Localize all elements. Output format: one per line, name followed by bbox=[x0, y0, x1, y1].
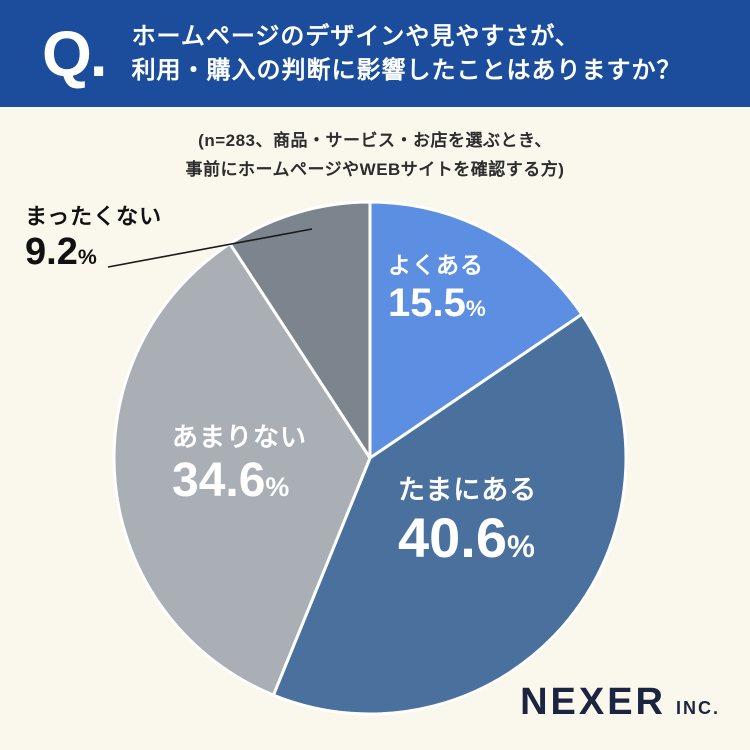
slice-value-number: 40.6 bbox=[398, 506, 507, 570]
percent-sign: % bbox=[77, 244, 97, 269]
slice-value-number: 9.2 bbox=[25, 230, 78, 273]
callout-leader-line bbox=[107, 228, 313, 268]
slice-name: たまにある bbox=[398, 475, 538, 505]
slice-name: まったくない bbox=[25, 204, 163, 229]
question-header: Q. ホームページのデザインや見やすさが、 利用・購入の判断に影響したことはあり… bbox=[0, 0, 750, 107]
slice-label-amarinai: あまりない 34.6% bbox=[172, 422, 307, 508]
percent-sign: % bbox=[465, 295, 486, 321]
slice-name: よくある bbox=[388, 252, 484, 278]
question-line-1: ホームページのデザインや見やすさが、 bbox=[131, 22, 580, 50]
brand-suffix: INC. bbox=[676, 698, 720, 718]
slice-value: 9.2% bbox=[25, 230, 162, 274]
slice-value: 15.5% bbox=[388, 280, 486, 326]
pie-slice-3 bbox=[228, 200, 372, 460]
slice-value: 40.6% bbox=[398, 506, 537, 570]
percent-sign: % bbox=[507, 529, 535, 565]
slice-name: あまりない bbox=[172, 422, 308, 452]
pie-slice-0 bbox=[368, 200, 584, 460]
q-mark: Q. bbox=[42, 17, 108, 90]
brand-logo: NEXER INC. bbox=[520, 681, 720, 724]
slice-value-number: 34.6 bbox=[172, 454, 266, 508]
pie-slice-1 bbox=[271, 312, 628, 716]
slice-label-tamaniaru: たまにある 40.6% bbox=[398, 474, 537, 571]
survey-note-line-1: (n=283、商品・サービス・お店を選ぶとき、 bbox=[198, 131, 552, 150]
brand-name: NEXER bbox=[520, 681, 666, 723]
question-line-2: 利用・購入の判断に影響したことはありますか？ bbox=[131, 56, 682, 84]
pie-slice-2 bbox=[112, 242, 372, 697]
slice-callout-mattakunai: まったくない 9.2% bbox=[25, 203, 162, 273]
slice-value-number: 15.5 bbox=[388, 280, 466, 325]
question-text: ホームページのデザインや見やすさが、 利用・購入の判断に影響したことはありますか… bbox=[132, 20, 682, 88]
slice-label-yokuaru: よくある 15.5% bbox=[388, 252, 486, 326]
survey-note-line-2: 事前にホームページやWEBサイトを確認する方) bbox=[185, 160, 565, 179]
percent-sign: % bbox=[265, 472, 290, 503]
survey-note: (n=283、商品・サービス・お店を選ぶとき、 事前にホームページやWEBサイト… bbox=[0, 126, 750, 184]
slice-value: 34.6% bbox=[172, 453, 307, 508]
